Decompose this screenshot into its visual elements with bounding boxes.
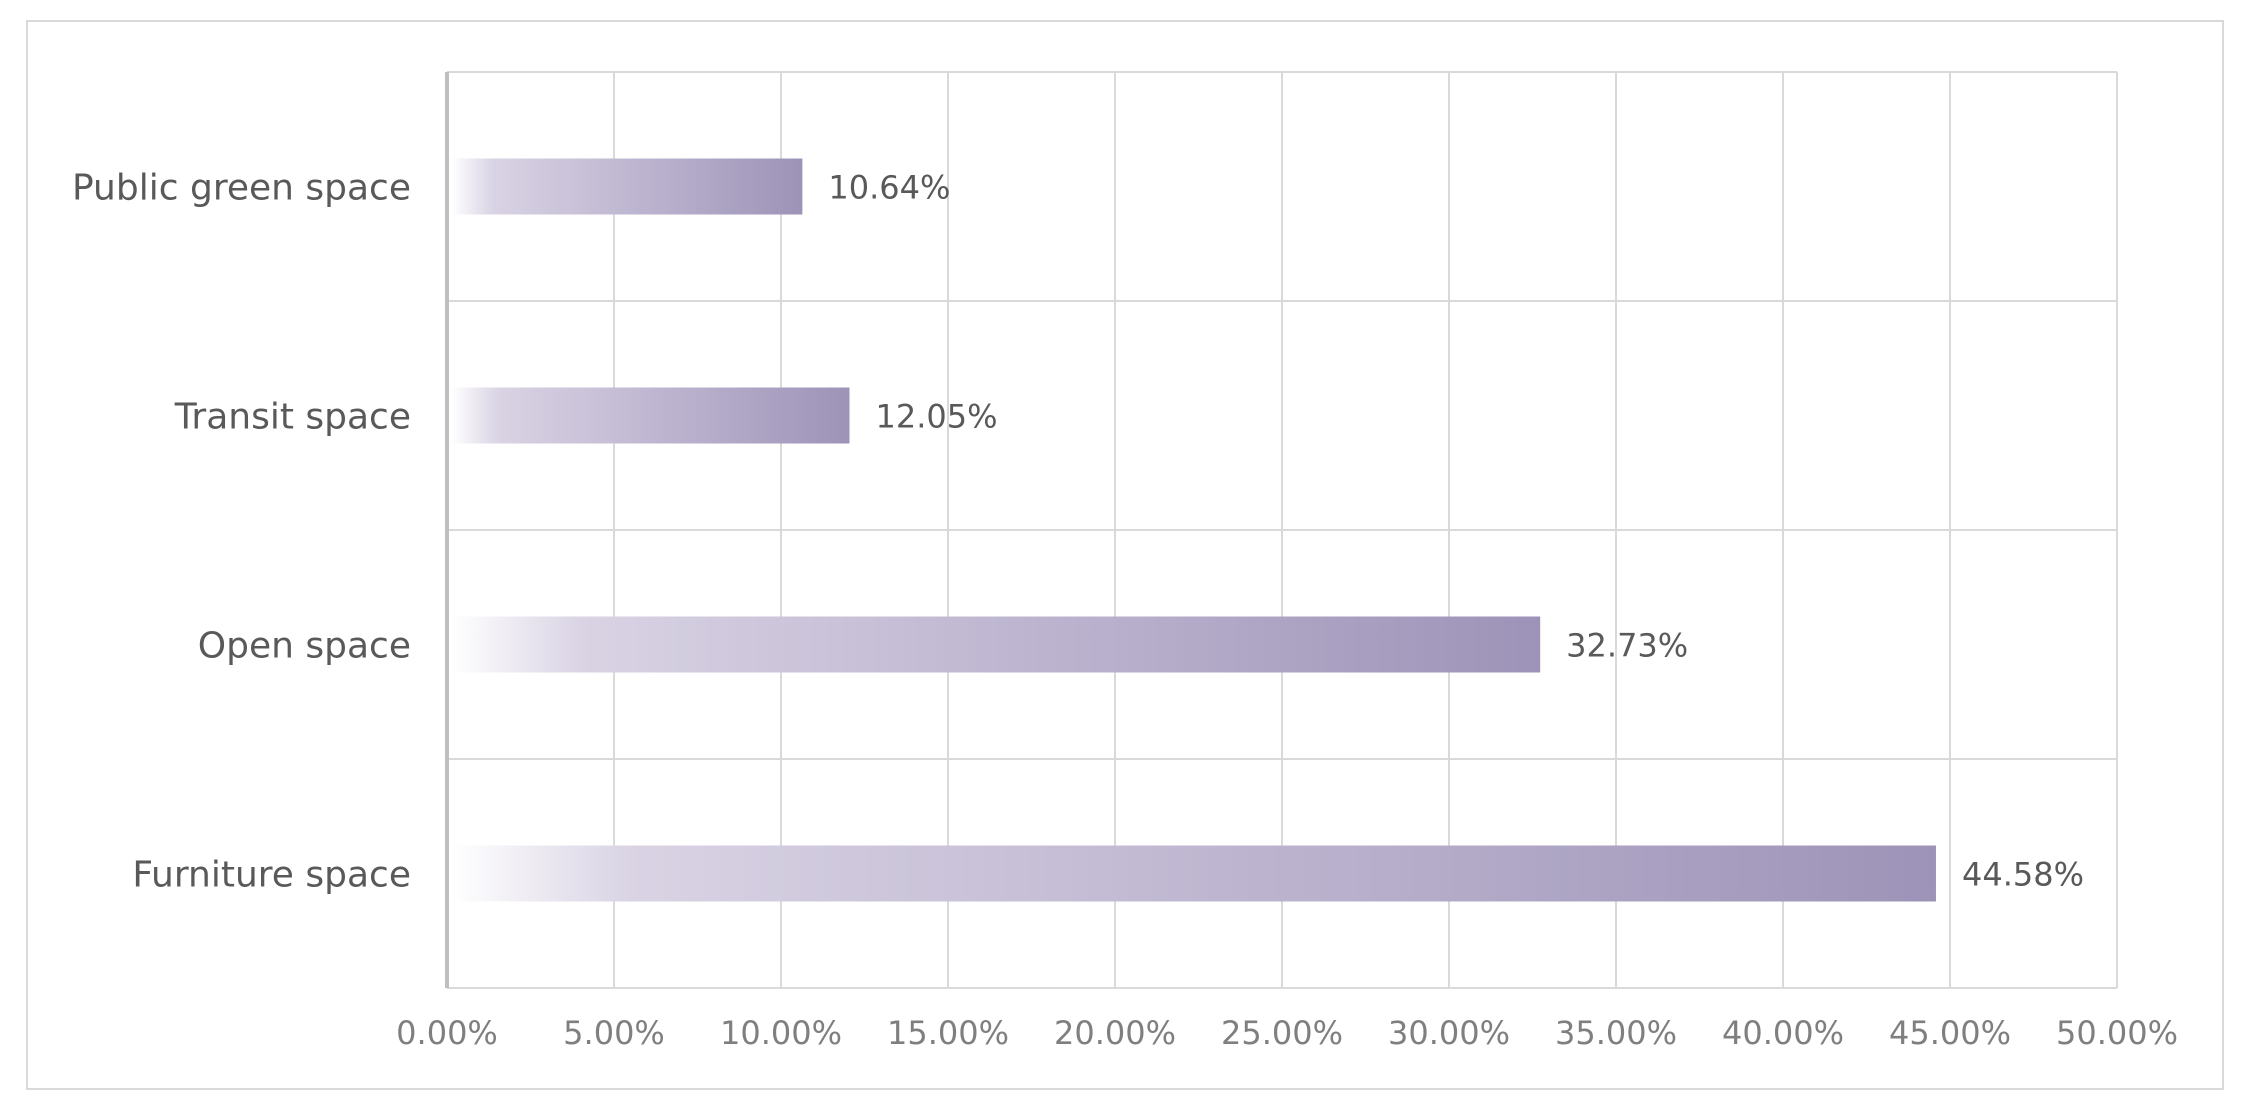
gridlines: [445, 71, 2118, 989]
category-label: Transit space: [174, 397, 411, 438]
x-tick-label: 15.00%: [887, 1014, 1009, 1052]
labels: 0.00% 5.00% 10.00% 15.00% 20.00% 25.00% 30.00%…: [72, 168, 2178, 1053]
data-label: 10.64%: [828, 169, 950, 207]
x-tick-label: 50.00%: [2056, 1014, 2178, 1052]
x-tick-label: 10.00%: [720, 1014, 842, 1052]
bar: [451, 616, 1541, 673]
data-label: 12.05%: [875, 398, 997, 436]
chart-frame: [26, 20, 2224, 1090]
x-tick-label: 35.00%: [1555, 1014, 1677, 1052]
data-label: 44.58%: [1962, 856, 2084, 894]
bars: [451, 158, 1936, 902]
category-label: Public green space: [72, 168, 411, 209]
category-label: Open space: [198, 626, 411, 667]
x-tick-label: 30.00%: [1388, 1014, 1510, 1052]
category-label: Furniture space: [132, 855, 411, 896]
data-label: 32.73%: [1566, 627, 1688, 665]
x-tick-label: 25.00%: [1221, 1014, 1343, 1052]
bar: [451, 158, 803, 215]
bar: [451, 387, 850, 444]
x-tick-label: 45.00%: [1889, 1014, 2011, 1052]
x-tick-label: 40.00%: [1722, 1014, 1844, 1052]
x-tick-label: 20.00%: [1054, 1014, 1176, 1052]
bar: [451, 845, 1936, 902]
x-tick-label: 0.00%: [396, 1014, 498, 1052]
x-tick-label: 5.00%: [563, 1014, 665, 1052]
